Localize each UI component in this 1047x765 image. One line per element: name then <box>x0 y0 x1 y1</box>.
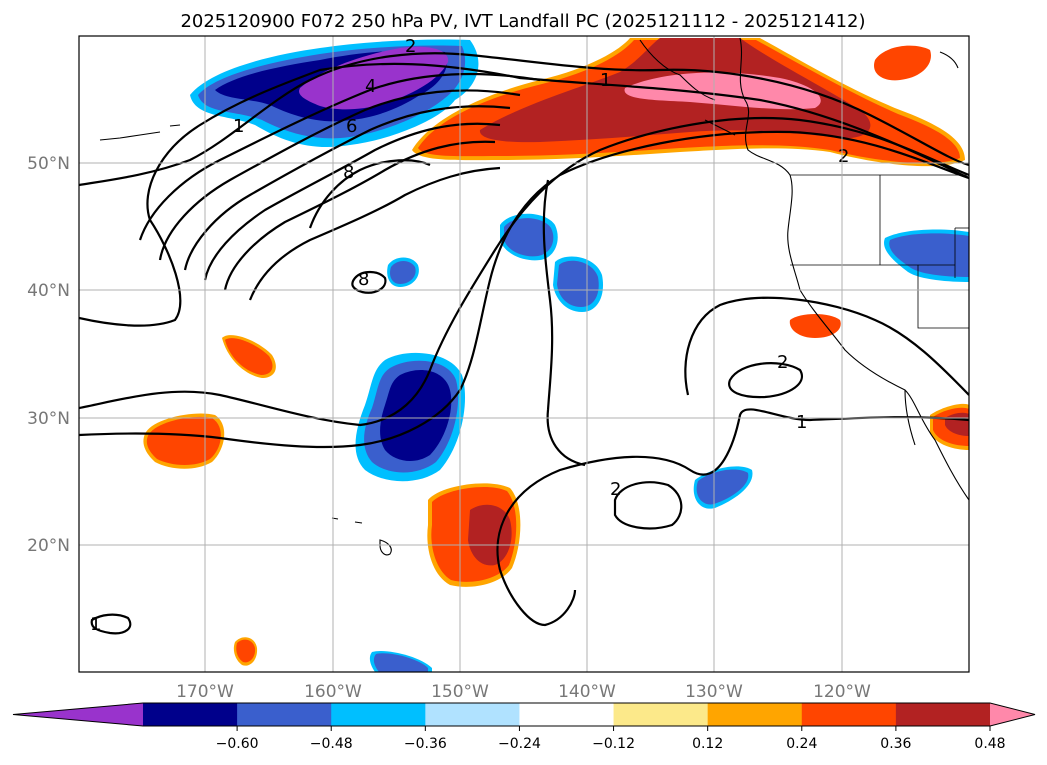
lon-label: 170°W <box>176 682 234 702</box>
map-title: 2025120900 F072 250 hPa PV, IVT Landfall… <box>180 11 865 32</box>
contour-label: 1 <box>600 70 611 91</box>
colorbar-segment <box>331 703 426 726</box>
lat-label: 40°N <box>27 281 70 301</box>
colorbar-extend-min <box>13 703 143 726</box>
contour-label: 1 <box>233 116 244 137</box>
gridlines <box>79 36 969 672</box>
latitude-labels: 50°N 40°N 30°N 20°N <box>27 154 70 556</box>
colorbar-tick-label: −0.60 <box>216 736 259 752</box>
lat-label: 50°N <box>27 154 70 174</box>
colorbar-tick-label: −0.36 <box>404 736 447 752</box>
contour-label: 2 <box>610 479 621 500</box>
lon-label: 140°W <box>558 682 616 702</box>
lon-label: 150°W <box>431 682 489 702</box>
colorbar-tick-label: 0.24 <box>786 736 817 752</box>
colorbar-tick-label: 0.48 <box>974 736 1005 752</box>
contour-label: 8 <box>343 162 354 183</box>
colorbar-segment <box>519 703 615 726</box>
colorbar-segment <box>801 703 897 726</box>
map-frame <box>78 35 970 673</box>
pv-contours <box>79 52 969 635</box>
lat-label: 20°N <box>27 536 70 556</box>
colorbar-segment <box>237 703 332 726</box>
colorbar-segment <box>425 703 520 726</box>
colorbar: −0.60 −0.48 −0.36 −0.24 −0.12 0.12 0.24 0.36 0.4… <box>12 702 1036 752</box>
colorbar-segment <box>143 703 238 726</box>
colorbar-extend-max <box>990 703 1035 726</box>
contour-label: 8 <box>358 269 369 290</box>
longitude-labels: 170°W 160°W 150°W 140°W 130°W 120°W <box>176 682 871 702</box>
colorbar-tick-label: −0.12 <box>592 736 635 752</box>
pv-ivt-shading <box>143 38 969 672</box>
colorbar-outline <box>12 702 1036 727</box>
contour-label: 2 <box>838 146 849 167</box>
colorbar-tick-label: −0.24 <box>498 736 541 752</box>
contour-label: 1 <box>90 614 101 635</box>
contour-labels: 1 1 2 8 8 6 4 2 2 1 2 1 <box>90 36 849 635</box>
colorbar-tick-label: −0.48 <box>310 736 353 752</box>
lon-label: 160°W <box>304 682 362 702</box>
contour-label: 2 <box>405 36 416 57</box>
colorbar-segment <box>707 703 803 726</box>
lon-label: 120°W <box>813 682 871 702</box>
contour-label: 4 <box>365 76 376 97</box>
lon-label: 130°W <box>685 682 743 702</box>
map-panel: 1 1 2 8 8 6 4 2 2 1 2 1 <box>78 35 970 673</box>
colorbar-segment <box>613 703 709 726</box>
lat-label: 30°N <box>27 409 70 429</box>
contour-label: 2 <box>777 352 788 373</box>
colorbar-segment <box>895 703 991 726</box>
coastlines <box>99 37 970 556</box>
colorbar-tick-label: 0.12 <box>692 736 723 752</box>
contour-label: 1 <box>796 412 807 433</box>
contour-label: 6 <box>346 116 357 137</box>
colorbar-tick-label: 0.36 <box>880 736 911 752</box>
